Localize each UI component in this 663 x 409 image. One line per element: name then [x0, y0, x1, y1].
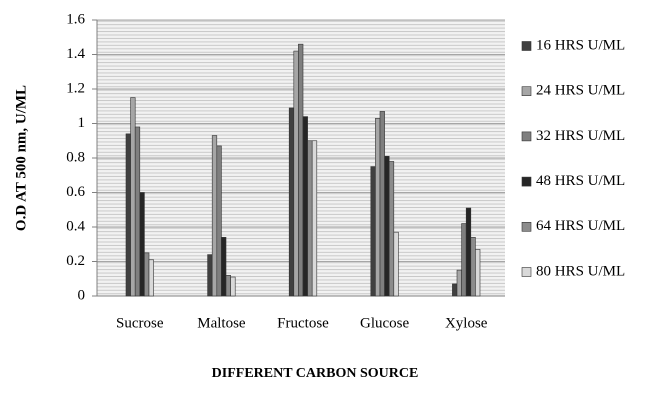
legend-label: 24 HRS U/ML [536, 83, 625, 99]
bar [384, 155, 390, 297]
bar [288, 107, 295, 297]
bar [148, 259, 154, 297]
bar [311, 140, 318, 297]
bar [298, 43, 304, 297]
y-tick-label: 1 [78, 115, 86, 131]
legend-label: 16 HRS U/ML [536, 37, 625, 53]
legend-swatch [521, 131, 532, 142]
bar [144, 252, 150, 297]
y-tick-label: 0.8 [66, 149, 85, 165]
bar [302, 116, 308, 297]
legend-swatch [521, 86, 532, 96]
bar [230, 276, 236, 297]
bar [125, 133, 131, 297]
bar [461, 223, 467, 297]
legend-swatch [521, 41, 532, 51]
x-tick-label: Xylose [445, 315, 488, 331]
legend-swatch [521, 176, 532, 187]
bar [393, 231, 399, 297]
bar [465, 207, 472, 297]
y-tick-label: 1.2 [66, 80, 85, 96]
x-axis-title: DIFFERENT CARBON SOURCE [212, 366, 419, 381]
y-tick-label: 0.4 [66, 218, 85, 234]
bar [475, 249, 481, 297]
bar [134, 126, 141, 297]
bar [139, 192, 145, 297]
bar [470, 237, 476, 297]
legend-swatch [521, 267, 532, 277]
legend-label: 80 HRS U/ML [536, 263, 625, 279]
bar [379, 111, 385, 297]
bar [211, 135, 218, 297]
y-axis-title: O.D AT 500 nm, U/ML [13, 85, 29, 231]
bar [130, 97, 136, 297]
bar [207, 254, 213, 297]
x-tick-label: Fructose [277, 315, 329, 331]
bar [216, 145, 222, 297]
bar [293, 50, 299, 297]
legend-label: 32 HRS U/ML [536, 128, 625, 144]
bar [370, 166, 376, 297]
y-tick-label: 1.4 [66, 46, 85, 62]
bar [388, 161, 395, 297]
legend-swatch [521, 222, 532, 232]
y-tick-label: 1.6 [66, 11, 85, 27]
bar [221, 237, 227, 297]
x-tick-label: Sucrose [116, 315, 164, 331]
x-tick-label: Glucose [360, 315, 409, 331]
bar [375, 118, 381, 297]
bar [225, 274, 231, 297]
legend-label: 48 HRS U/ML [536, 173, 625, 189]
bar [307, 140, 313, 297]
y-tick-label: 0.2 [66, 253, 85, 269]
bar [456, 269, 462, 297]
x-tick-label: Maltose [197, 315, 246, 331]
y-tick-label: 0.6 [66, 184, 85, 200]
bar [452, 283, 458, 297]
y-tick-label: 0 [78, 287, 86, 303]
legend-label: 64 HRS U/ML [536, 218, 625, 234]
